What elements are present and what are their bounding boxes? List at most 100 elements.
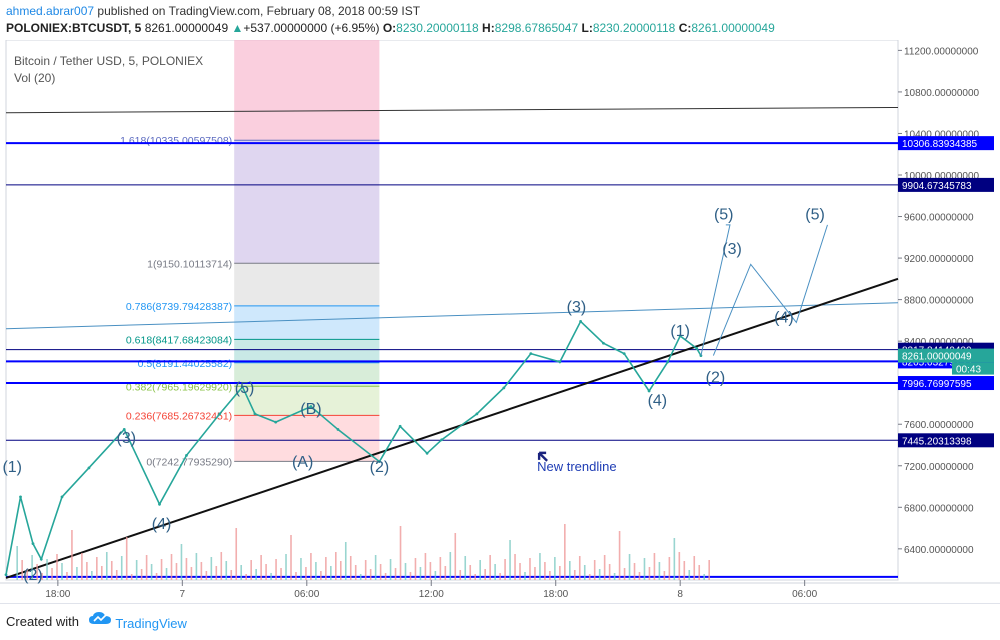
y-tick-label: 11200.00000000 xyxy=(904,46,979,57)
volume-bar xyxy=(648,567,651,580)
price-point xyxy=(579,320,583,323)
volume-bar xyxy=(101,566,103,580)
volume-bar xyxy=(270,573,272,580)
fib-zone xyxy=(234,263,380,306)
volume-bar xyxy=(404,563,407,580)
cloud-logo-icon xyxy=(89,612,111,624)
projection-path xyxy=(712,224,828,356)
price-point xyxy=(695,347,699,350)
annotation-label: New trendline xyxy=(537,459,617,474)
volume-bar xyxy=(469,565,472,580)
volume-bar xyxy=(484,569,486,580)
volume-bar xyxy=(190,567,193,580)
volume-bar xyxy=(464,556,467,580)
volume-bar xyxy=(588,574,591,580)
volume-bar xyxy=(628,554,631,580)
volume-bar xyxy=(369,569,372,580)
volume-bar xyxy=(31,555,33,580)
volume-bar xyxy=(613,573,616,580)
footer: Created with TradingView xyxy=(0,603,1000,640)
wave-label: (4) xyxy=(152,516,172,533)
ohlc-line: POLONIEX:BTCUSDT, 5 8261.00000049 ▲+537.… xyxy=(6,21,775,35)
countdown-label: 00:43 xyxy=(956,365,981,376)
volume-bar xyxy=(429,562,432,580)
volume-bar xyxy=(509,540,511,580)
volume-bar xyxy=(499,573,501,580)
volume-bar xyxy=(110,561,113,580)
volume-bar xyxy=(339,561,342,580)
fib-level-label: 1.618(10335.00597508) xyxy=(120,135,232,147)
volume-bar xyxy=(46,559,48,580)
volume-bar xyxy=(524,572,526,580)
volume-bar xyxy=(140,569,143,580)
volume-bar xyxy=(534,567,536,580)
volume-bar xyxy=(374,555,377,580)
wave-label: (B) xyxy=(300,401,321,418)
price-point xyxy=(122,428,126,431)
price-change: +537.00000000 (+6.95%) xyxy=(243,21,380,35)
author-link[interactable]: ahmed.abrar007 xyxy=(6,4,95,18)
price-point xyxy=(440,438,444,442)
volume-bar xyxy=(379,564,382,580)
price-point xyxy=(622,352,626,356)
wave-label: (4) xyxy=(648,393,668,410)
volume-bar xyxy=(315,562,317,580)
price-point xyxy=(529,352,533,356)
fib-level-label: 0.786(8739.79428387) xyxy=(126,301,232,313)
x-tick-label: 8 xyxy=(677,589,683,600)
fib-zone xyxy=(234,140,380,264)
price-point xyxy=(336,428,340,431)
price-chart[interactable]: 6400.00000000 6800.00000000 7200.00000000 7… xyxy=(0,40,1000,603)
price-tag-label: 9904.67345783 xyxy=(902,181,972,192)
y-tick-label: 10800.00000000 xyxy=(904,88,980,99)
fib-zone xyxy=(234,40,380,141)
volume-bar xyxy=(145,555,148,580)
price-tag-label: 7996.76997595 xyxy=(902,379,972,390)
volume-bar xyxy=(96,557,98,580)
volume-bar xyxy=(394,568,397,580)
y-tick-label: 10400.00000000 xyxy=(904,129,980,140)
fib-zone xyxy=(234,386,380,416)
volume-bar xyxy=(474,574,477,580)
wave-label: (1) xyxy=(670,323,690,340)
price-point xyxy=(647,389,651,393)
volume-bar xyxy=(568,561,571,580)
volume-bar xyxy=(683,561,686,580)
y-tick-label: 9600.00000000 xyxy=(904,213,974,224)
price-point xyxy=(60,495,64,499)
volume-bar xyxy=(66,572,68,580)
volume-bar xyxy=(235,528,238,580)
x-tick-label: 06:00 xyxy=(792,589,817,600)
volume-bar xyxy=(364,560,367,580)
volume-bar xyxy=(265,564,267,580)
volume-bar xyxy=(86,562,88,580)
volume-bar xyxy=(344,542,347,580)
high-value: 8298.67865047 xyxy=(494,21,579,35)
y-tick-label: 8800.00000000 xyxy=(904,296,974,307)
volume-bar xyxy=(310,553,312,580)
tradingview-brand-link[interactable]: TradingView xyxy=(88,611,187,631)
price-point xyxy=(558,360,562,364)
volume-bar xyxy=(598,569,601,580)
fib-zone xyxy=(234,339,380,363)
volume-bar xyxy=(389,559,392,580)
volume-bar xyxy=(185,558,188,580)
wave-label: (3) xyxy=(722,241,742,258)
y-tick-label: 7600.00000000 xyxy=(904,420,974,431)
volume-bar xyxy=(693,556,696,580)
volume-bar xyxy=(623,568,626,580)
high-label: H: xyxy=(482,21,495,35)
low-value: 8230.20000118 xyxy=(592,21,676,35)
volume-bar xyxy=(618,531,621,580)
price-point xyxy=(475,412,479,416)
y-tick-label: 8400.00000000 xyxy=(904,337,974,348)
volume-bar xyxy=(593,560,596,580)
wave-label: (2) xyxy=(23,567,43,584)
volume-bar xyxy=(354,565,357,580)
volume-bar xyxy=(349,556,352,580)
publish-line: ahmed.abrar007 published on TradingView.… xyxy=(6,4,420,18)
volume-bar xyxy=(215,566,218,580)
price-tag-bg xyxy=(898,376,994,391)
volume-bar xyxy=(583,565,586,580)
volume-bar xyxy=(125,537,128,580)
